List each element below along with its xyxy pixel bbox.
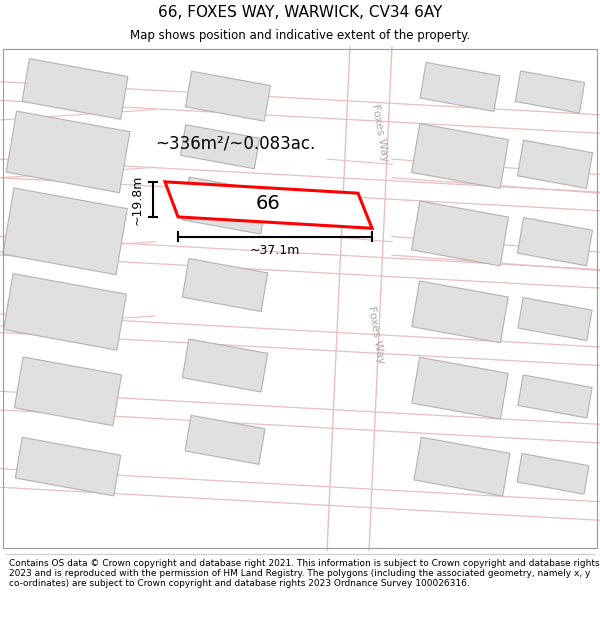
Text: 66, FOXES WAY, WARWICK, CV34 6AY: 66, FOXES WAY, WARWICK, CV34 6AY [158, 5, 442, 20]
Polygon shape [517, 454, 589, 494]
Polygon shape [6, 111, 130, 192]
Text: 66: 66 [256, 194, 280, 213]
Polygon shape [14, 357, 122, 426]
Polygon shape [181, 125, 260, 169]
Polygon shape [15, 438, 121, 496]
Polygon shape [517, 140, 593, 188]
Polygon shape [185, 71, 271, 121]
Text: ~336m²/~0.083ac.: ~336m²/~0.083ac. [155, 134, 315, 152]
Text: Map shows position and indicative extent of the property.: Map shows position and indicative extent… [130, 29, 470, 42]
Polygon shape [412, 201, 508, 266]
Polygon shape [518, 298, 592, 341]
Polygon shape [412, 357, 508, 419]
Polygon shape [3, 188, 127, 275]
Polygon shape [412, 124, 508, 189]
Text: Foxes Way: Foxes Way [366, 305, 386, 364]
Polygon shape [185, 415, 265, 464]
Text: ~19.8m: ~19.8m [131, 174, 143, 224]
Polygon shape [182, 259, 268, 311]
Polygon shape [420, 62, 500, 111]
Text: Foxes Way: Foxes Way [370, 104, 390, 163]
Polygon shape [517, 217, 593, 266]
Polygon shape [327, 46, 392, 551]
Polygon shape [22, 59, 128, 119]
Polygon shape [182, 177, 268, 234]
Polygon shape [515, 71, 584, 113]
Polygon shape [165, 182, 372, 228]
Polygon shape [518, 375, 592, 418]
Polygon shape [4, 274, 127, 350]
Polygon shape [414, 438, 510, 496]
Text: Contains OS data © Crown copyright and database right 2021. This information is : Contains OS data © Crown copyright and d… [9, 559, 599, 588]
Polygon shape [412, 281, 508, 342]
Text: ~37.1m: ~37.1m [250, 244, 300, 258]
Polygon shape [182, 339, 268, 392]
